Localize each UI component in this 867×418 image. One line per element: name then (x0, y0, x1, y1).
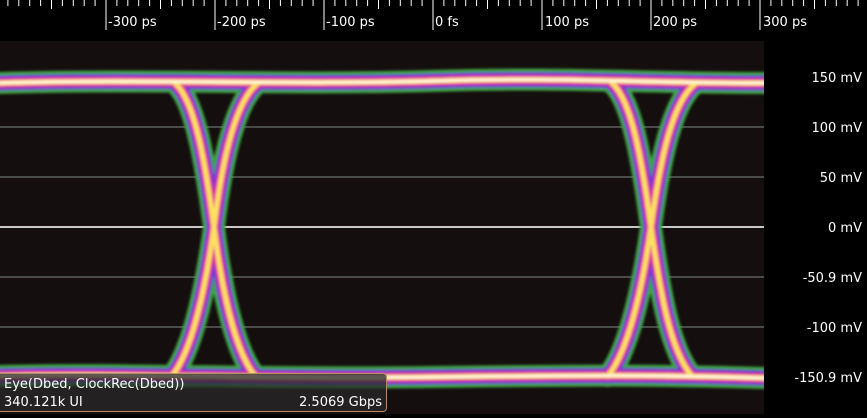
voltage-tick-label: -50.9 mV (803, 271, 862, 286)
time-tick-label: -300 ps (108, 15, 157, 30)
voltage-tick-label: 150 mV (811, 71, 862, 86)
eye-diagram-plot[interactable] (0, 41, 775, 414)
voltage-tick-label: -150.9 mV (794, 371, 862, 386)
eye-crossing-trace (605, 80, 699, 379)
voltage-axis[interactable]: 150 mV 100 mV 50 mV 0 mV -50.9 mV -100 m… (764, 41, 867, 414)
eye-rail-trace (0, 78, 766, 85)
voltage-tick-label: 0 mV (828, 221, 862, 236)
bit-rate-label: 2.5069 Gbps (299, 395, 382, 410)
eye-source-label: Eye(Dbed, ClockRec(Dbed)) (4, 377, 185, 392)
voltage-axis-scale: 150 mV 100 mV 50 mV 0 mV -50.9 mV -100 m… (794, 71, 862, 386)
time-tick-label: -200 ps (217, 15, 266, 30)
voltage-tick-label: 100 mV (811, 121, 862, 136)
time-axis[interactable]: -300 ps -200 ps -100 ps 0 fs 100 ps 200 … (0, 0, 867, 41)
time-tick-label: -100 ps (326, 15, 375, 30)
eye-crossing-trace (169, 80, 261, 379)
time-tick-label: 200 ps (653, 15, 697, 30)
ui-count-label: 340.121k UI (4, 395, 83, 410)
voltage-tick-label: 50 mV (820, 171, 862, 186)
voltage-tick-label: -100 mV (807, 321, 862, 336)
time-tick-label: 300 ps (763, 15, 807, 30)
time-tick-label: 0 fs (435, 15, 459, 30)
time-axis-ruler: -300 ps -200 ps -100 ps 0 fs 100 ps 200 … (7, 0, 859, 30)
measurement-info-box[interactable]: Eye(Dbed, ClockRec(Dbed)) 340.121k UI 2.… (0, 373, 387, 412)
eye-diagram (0, 41, 775, 414)
time-tick-label: 100 ps (545, 15, 589, 30)
